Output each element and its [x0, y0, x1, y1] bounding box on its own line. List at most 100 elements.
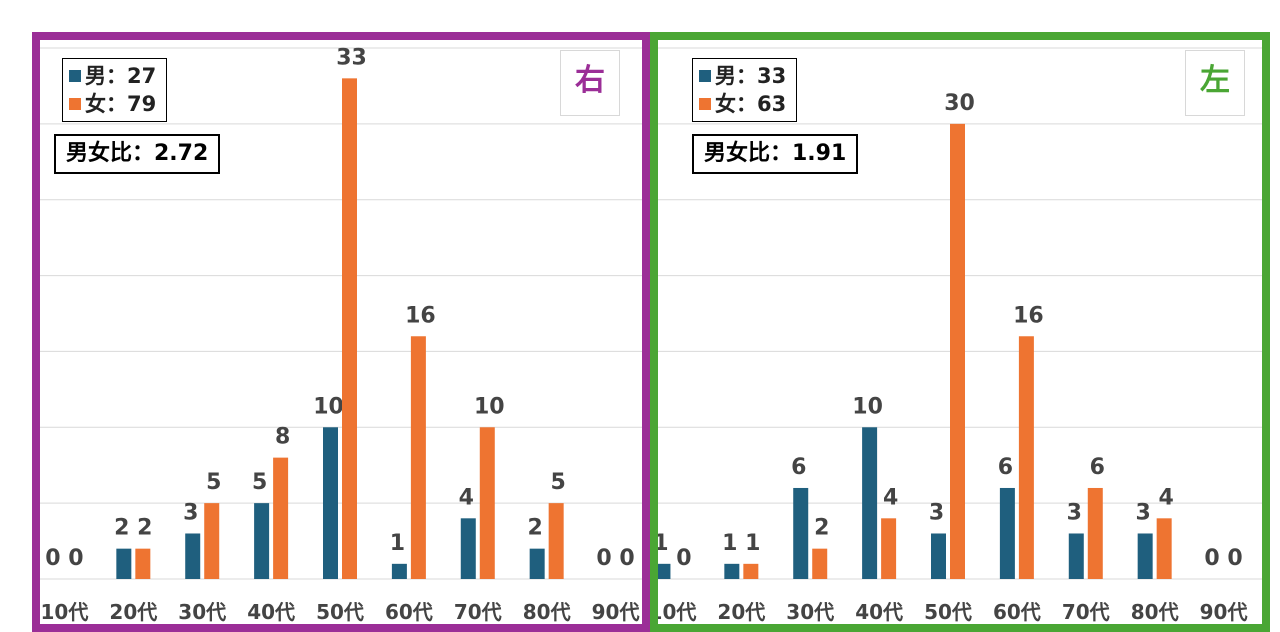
legend-female: 女：63 — [699, 90, 786, 118]
male-swatch-icon — [69, 70, 81, 82]
x-tick-label: 40代 — [855, 600, 903, 624]
bar-female — [1087, 487, 1103, 579]
bar-female — [135, 548, 151, 579]
x-tick-label: 90代 — [592, 600, 640, 624]
data-label-female: 1 — [745, 531, 760, 556]
data-label-male: 1 — [658, 531, 669, 556]
bar-male — [1068, 533, 1084, 579]
bar-male — [254, 503, 270, 579]
data-label-female: 2 — [137, 516, 152, 541]
data-label-female: 4 — [883, 485, 898, 510]
data-label-female: 2 — [814, 516, 829, 541]
sex-ratio-box: 男女比：2.72 — [54, 134, 221, 174]
data-label-male: 0 — [1204, 546, 1219, 571]
bar-male — [323, 427, 338, 579]
data-label-female: 4 — [1159, 485, 1174, 510]
bar-male — [391, 563, 407, 579]
chart-panel-right: 0 0 10代 2 2 20代 3 5 30代 5 8 40代 10 33 50代 1 16 60代 4 10 70代 2… — [32, 32, 650, 632]
data-label-male: 3 — [1067, 500, 1082, 525]
data-label-male: 4 — [459, 485, 474, 510]
female-swatch-icon — [69, 98, 81, 110]
x-tick-label: 50代 — [316, 600, 364, 624]
bar-female — [812, 548, 828, 579]
legend-female: 女：79 — [69, 90, 156, 118]
x-tick-label: 20代 — [109, 600, 157, 624]
data-label-female: 6 — [1090, 455, 1105, 480]
data-label-male: 3 — [1136, 500, 1151, 525]
x-tick-label: 80代 — [523, 600, 571, 624]
bar-male — [185, 533, 201, 579]
data-label-female: 5 — [551, 470, 566, 495]
data-label-male: 3 — [183, 500, 198, 525]
data-label-male: 1 — [722, 531, 737, 556]
bar-female — [548, 503, 564, 579]
data-label-female: 10 — [474, 394, 505, 419]
male-swatch-icon — [699, 70, 711, 82]
data-label-male: 2 — [114, 516, 129, 541]
legend-male: 男：27 — [69, 62, 156, 90]
data-label-male: 2 — [528, 516, 543, 541]
bar-female — [1018, 336, 1034, 579]
bar-male — [999, 487, 1015, 579]
data-label-male: 6 — [791, 455, 806, 480]
data-label-female: 0 — [68, 546, 83, 571]
data-label-male: 10 — [313, 394, 344, 419]
chart-panel-left: 1010代1120代6230代10440代33050代61660代3670代34… — [650, 32, 1270, 632]
data-label-male: 5 — [252, 470, 267, 495]
x-tick-label: 10代 — [658, 600, 696, 624]
side-label-right: 右 — [560, 50, 620, 116]
data-label-male: 6 — [998, 455, 1013, 480]
bar-male — [529, 548, 545, 579]
legend: 男：33 女：63 — [692, 58, 798, 122]
x-tick-label: 30代 — [786, 600, 834, 624]
bar-female — [342, 78, 357, 579]
x-tick-label: 50代 — [924, 600, 972, 624]
data-label-female: 5 — [206, 470, 221, 495]
data-label-female: 0 — [1227, 546, 1242, 571]
legend-male-label: 男：33 — [715, 64, 787, 88]
bar-male — [116, 548, 132, 579]
x-tick-label: 10代 — [41, 600, 89, 624]
data-label-female: 0 — [676, 546, 691, 571]
legend: 男：27 女：79 — [62, 58, 168, 122]
bar-female — [273, 457, 289, 579]
x-tick-label: 70代 — [1062, 600, 1110, 624]
legend-female-label: 女：79 — [85, 92, 157, 116]
bar-male — [658, 563, 671, 579]
data-label-female: 33 — [336, 45, 367, 70]
sex-ratio-box: 男女比：1.91 — [692, 134, 859, 174]
legend-male-label: 男：27 — [85, 64, 157, 88]
x-tick-label: 60代 — [385, 600, 433, 624]
bar-female — [410, 336, 426, 579]
bar-male — [1137, 533, 1153, 579]
side-label-left: 左 — [1185, 50, 1245, 116]
bar-male — [460, 518, 476, 579]
x-tick-label: 40代 — [247, 600, 295, 624]
data-label-female: 16 — [1013, 303, 1044, 328]
data-label-female: 16 — [405, 303, 436, 328]
female-swatch-icon — [699, 98, 711, 110]
bar-female — [743, 563, 759, 579]
bar-female — [950, 123, 965, 579]
chart-left: 1010代1120代6230代10440代33050代61660代3670代34… — [658, 47, 1262, 624]
x-tick-label: 90代 — [1200, 600, 1248, 624]
data-label-male: 3 — [929, 500, 944, 525]
data-label-female: 0 — [619, 546, 634, 571]
x-tick-label: 80代 — [1131, 600, 1179, 624]
data-label-male: 1 — [390, 531, 405, 556]
bar-male — [931, 533, 946, 579]
data-label-male: 0 — [596, 546, 611, 571]
bar-male — [724, 563, 740, 579]
bar-female — [1156, 518, 1172, 579]
bar-female — [204, 503, 220, 579]
data-label-female: 8 — [275, 425, 290, 450]
legend-female-label: 女：63 — [715, 92, 787, 116]
bar-female — [881, 518, 897, 579]
data-label-male: 0 — [45, 546, 60, 571]
bar-female — [479, 427, 495, 579]
bar-male — [862, 427, 878, 579]
bar-male — [793, 487, 809, 579]
x-tick-label: 20代 — [717, 600, 765, 624]
data-label-female: 30 — [944, 91, 975, 116]
